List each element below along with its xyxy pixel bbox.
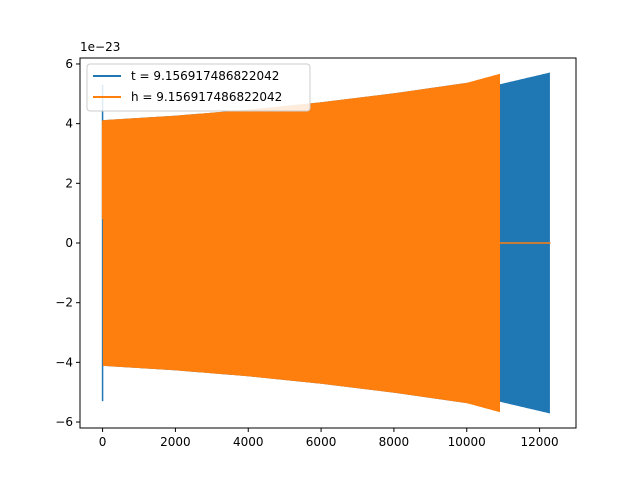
- y-tick-label: 6: [65, 57, 73, 71]
- legend: t = 9.156917486822042 h = 9.1569174868220…: [86, 63, 311, 112]
- plot-content: [101, 72, 551, 414]
- y-tick-label: 2: [65, 176, 73, 190]
- x-tick-label: 12000: [520, 435, 558, 449]
- x-tick-label: 0: [99, 435, 107, 449]
- x-tick-label: 10000: [448, 435, 486, 449]
- x-axis: 0 2000 4000 6000 8000 10000 12000: [99, 428, 559, 449]
- series-h-band: [102, 73, 501, 413]
- legend-label: t = 9.156917486822042: [131, 69, 279, 83]
- y-tick-label: −4: [55, 355, 73, 369]
- legend-box: [86, 63, 311, 112]
- y-tick-label: −2: [55, 296, 73, 310]
- series-h-line: [101, 73, 551, 413]
- x-tick-label: 8000: [379, 435, 410, 449]
- x-tick-label: 6000: [306, 435, 337, 449]
- y-tick-label: 0: [65, 236, 73, 250]
- y-tick-label: 4: [65, 117, 73, 131]
- y-offset-label: 1e−23: [80, 40, 120, 54]
- x-tick-label: 4000: [233, 435, 264, 449]
- y-axis: −6 −4 −2 0 2 4 6: [55, 57, 80, 429]
- y-tick-label: −6: [55, 415, 73, 429]
- legend-label: h = 9.156917486822042: [131, 90, 282, 104]
- x-tick-label: 2000: [160, 435, 191, 449]
